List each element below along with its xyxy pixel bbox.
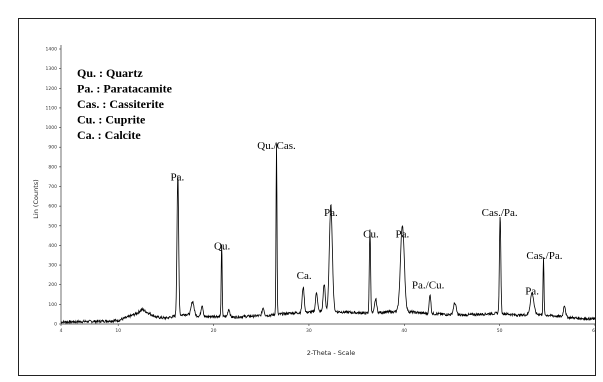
x-tick-label: 60 bbox=[592, 328, 595, 334]
x-tick-label: 20 bbox=[211, 328, 217, 334]
x-tick-label: 50 bbox=[497, 328, 503, 334]
peak-label: Pa. bbox=[324, 207, 338, 219]
y-tick-label: 600 bbox=[48, 204, 57, 210]
peak-label: Pa. bbox=[170, 172, 184, 184]
peak-label: Cas./Pa. bbox=[482, 207, 518, 219]
y-tick-label: 400 bbox=[48, 243, 57, 249]
peak-annotations: Pa. Qu. Qu./Cas. Ca. Pa. Cu. Pa. Pa./Cu. Cas./Pa… bbox=[170, 140, 562, 297]
y-tick-label: 900 bbox=[48, 145, 57, 151]
x-axis-title: 2-Theta - Scale bbox=[307, 349, 355, 357]
peak-label: Qu. bbox=[214, 240, 230, 252]
peak-label: Ca. bbox=[297, 270, 312, 282]
xrd-chart: 0 100 200 300 400 500 600 700 800 900 1000 1100 1200… bbox=[32, 45, 595, 357]
figure-frame: 0 100 200 300 400 500 600 700 800 900 1000 1100 1200… bbox=[18, 18, 596, 376]
y-tick-label: 1300 bbox=[46, 66, 58, 72]
peak-label: Cu. bbox=[363, 229, 379, 241]
y-tick-label: 200 bbox=[48, 282, 57, 288]
peak-label: Pa. bbox=[525, 286, 539, 298]
peak-label: Qu./Cas. bbox=[257, 140, 296, 152]
x-tick-label: 10 bbox=[115, 328, 121, 334]
x-tick-label: 30 bbox=[306, 328, 312, 334]
y-axis-ticks: 0 100 200 300 400 500 600 700 800 900 1000 1100 1200… bbox=[46, 47, 61, 328]
peak-label: Pa./Cu. bbox=[412, 280, 445, 292]
legend-entry: Cas. : Cassiterite bbox=[77, 97, 165, 111]
y-tick-label: 300 bbox=[48, 263, 57, 269]
legend-entry: Ca. : Calcite bbox=[77, 128, 141, 142]
legend-entry: Pa. : Paratacamite bbox=[77, 82, 173, 96]
legend-entry: Cu. : Cuprite bbox=[77, 113, 146, 127]
diffraction-series-line bbox=[60, 143, 595, 325]
y-tick-label: 100 bbox=[48, 302, 57, 308]
y-tick-label: 700 bbox=[48, 184, 57, 190]
y-axis-title: Lin (Counts) bbox=[32, 179, 40, 218]
legend-entry: Qu. : Quartz bbox=[77, 66, 143, 80]
peak-label: Pa. bbox=[396, 229, 410, 241]
y-tick-label: 1200 bbox=[46, 86, 58, 92]
y-tick-label: 1400 bbox=[46, 47, 58, 53]
x-tick-label: 4 bbox=[60, 328, 63, 334]
x-axis-ticks: 4 10 20 30 40 50 60 bbox=[60, 324, 595, 334]
y-tick-label: 500 bbox=[48, 223, 57, 229]
peak-label: Cas./Pa. bbox=[526, 250, 562, 262]
y-tick-label: 800 bbox=[48, 164, 57, 170]
x-tick-label: 40 bbox=[401, 328, 407, 334]
y-tick-label: 1100 bbox=[46, 105, 58, 111]
y-tick-label: 0 bbox=[54, 322, 57, 328]
y-tick-label: 1000 bbox=[46, 125, 58, 131]
